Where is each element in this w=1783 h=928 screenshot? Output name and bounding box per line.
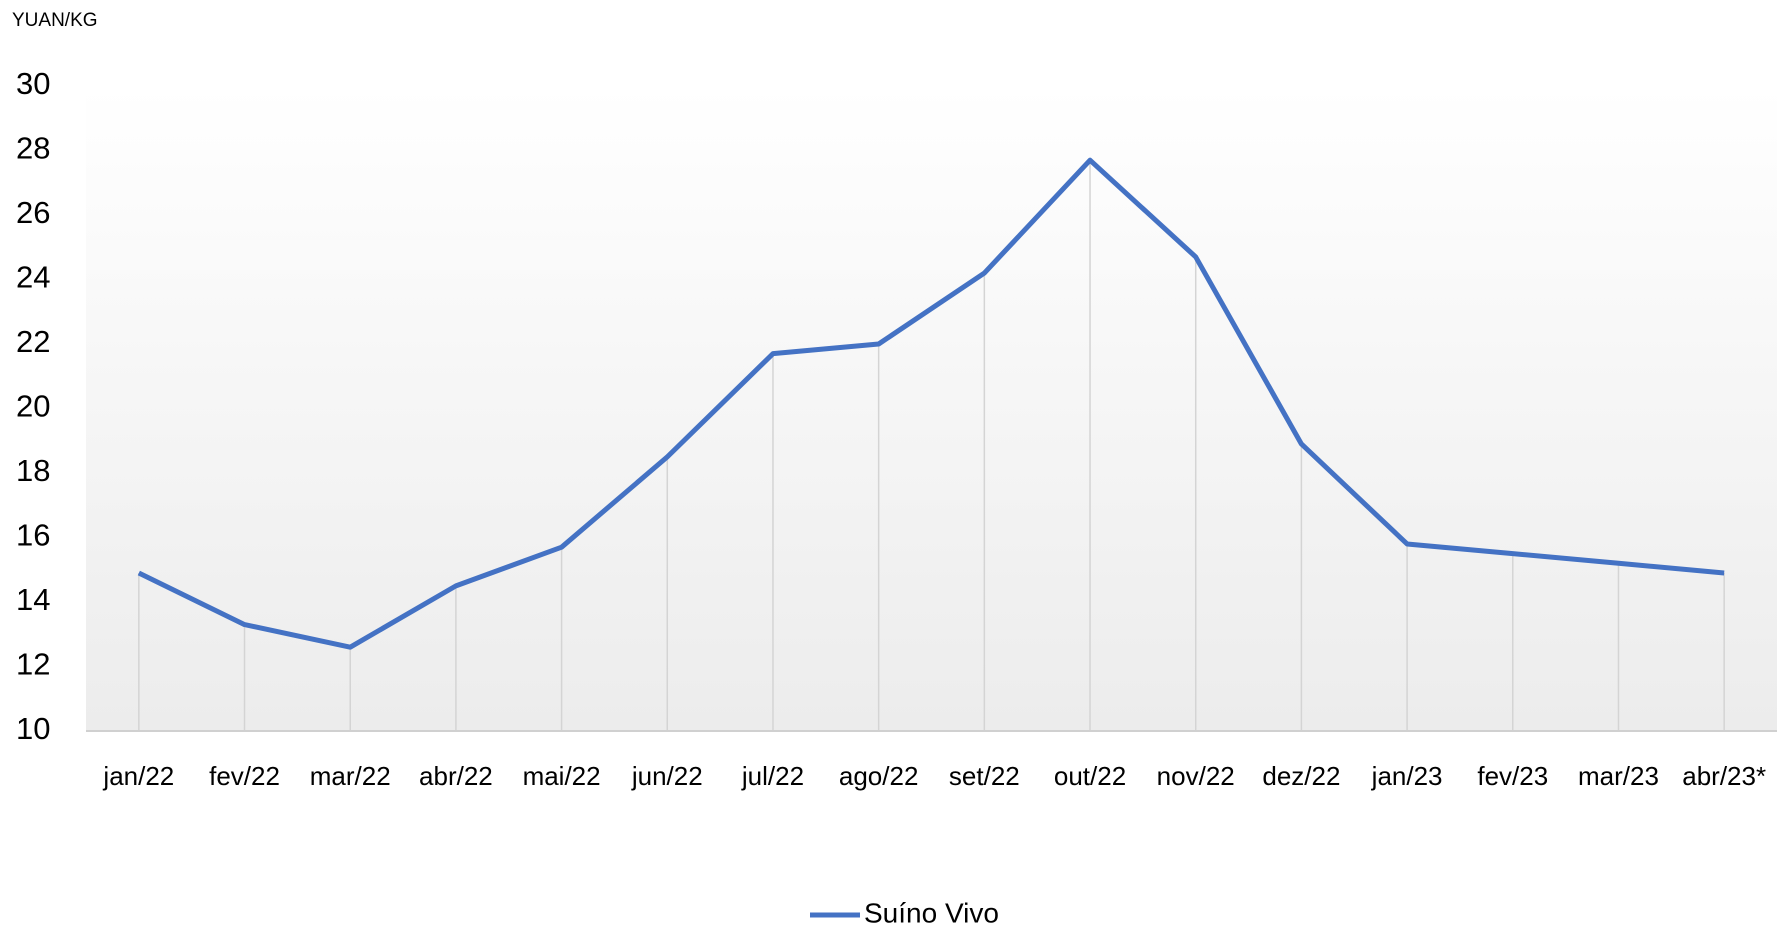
x-tick-label: abr/22: [419, 761, 493, 791]
x-tick-label: fev/22: [209, 761, 280, 791]
x-tick-label: mai/22: [523, 761, 601, 791]
x-tick-label: nov/22: [1157, 761, 1235, 791]
y-tick-label: 20: [16, 389, 50, 424]
y-tick-label: 30: [16, 66, 50, 101]
x-tick-label: abr/23*: [1682, 761, 1766, 791]
plot-area: [86, 86, 1777, 731]
x-tick-label: dez/22: [1262, 761, 1340, 791]
x-tick-label: jun/22: [631, 761, 703, 791]
y-tick-label: 22: [16, 324, 50, 359]
x-tick-label: jan/22: [102, 761, 174, 791]
x-tick-label: fev/23: [1477, 761, 1548, 791]
y-tick-label: 10: [16, 711, 50, 746]
y-tick-label: 26: [16, 195, 50, 230]
y-tick-label: 12: [16, 647, 50, 682]
legend-label: Suíno Vivo: [864, 897, 999, 928]
x-tick-label: set/22: [949, 761, 1020, 791]
x-tick-label: mar/23: [1578, 761, 1659, 791]
x-tick-label: mar/22: [310, 761, 391, 791]
y-tick-label: 24: [16, 260, 50, 295]
x-tick-label: jul/22: [741, 761, 804, 791]
y-axis-label: YUAN/KG: [12, 10, 98, 31]
x-tick-label: jan/23: [1371, 761, 1443, 791]
x-tick-label: out/22: [1054, 761, 1126, 791]
x-tick-label: ago/22: [839, 761, 919, 791]
series-line: [137, 157, 1725, 650]
y-tick-label: 18: [16, 453, 50, 488]
y-tick-label: 14: [16, 582, 50, 617]
y-tick-label: 28: [16, 131, 50, 166]
y-tick-label: 16: [16, 518, 50, 553]
